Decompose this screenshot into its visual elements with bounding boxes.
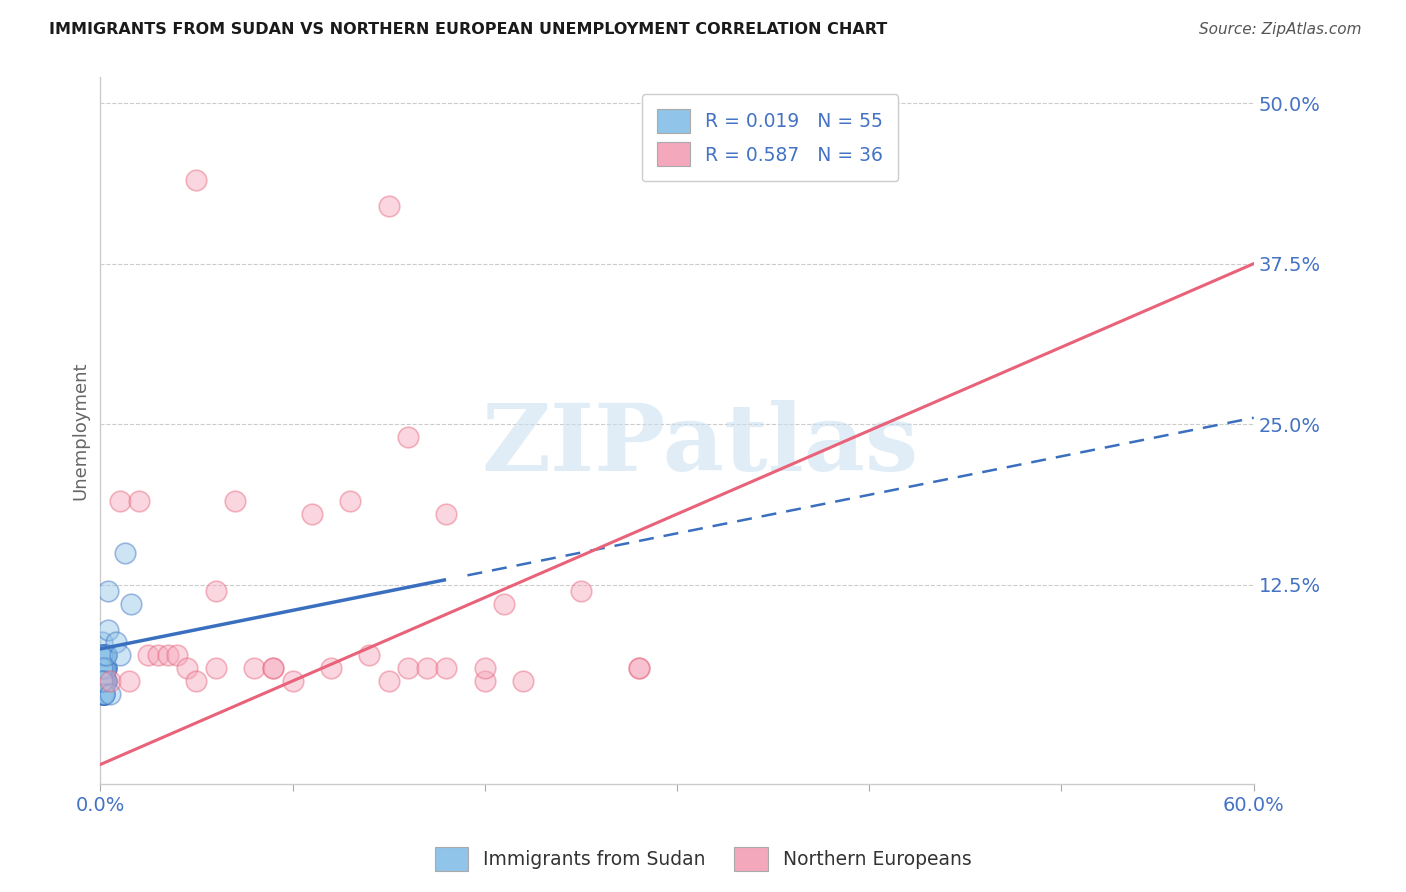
Y-axis label: Unemployment: Unemployment: [72, 361, 89, 500]
Point: [91, 661, 114, 675]
Point: [94, 673, 117, 688]
Point: [301, 507, 323, 521]
Point: [91, 673, 114, 688]
Point: [474, 673, 496, 688]
Point: [97, 623, 120, 637]
Point: [166, 648, 188, 663]
Point: [94, 648, 117, 663]
Point: [98, 673, 121, 688]
Legend: R = 0.019   N = 55, R = 0.587   N = 36: R = 0.019 N = 55, R = 0.587 N = 36: [641, 94, 898, 181]
Point: [396, 430, 419, 444]
Point: [396, 661, 419, 675]
Point: [204, 661, 226, 675]
Point: [91, 661, 114, 675]
Point: [91, 673, 114, 688]
Point: [118, 673, 141, 688]
Point: [176, 661, 198, 675]
Point: [243, 661, 266, 675]
Point: [474, 661, 496, 675]
Legend: Immigrants from Sudan, Northern Europeans: Immigrants from Sudan, Northern European…: [427, 839, 979, 878]
Point: [98, 687, 121, 701]
Point: [377, 199, 399, 213]
Point: [91, 673, 114, 688]
Point: [91, 635, 114, 649]
Point: [97, 584, 120, 599]
Point: [93, 673, 115, 688]
Point: [262, 661, 284, 675]
Point: [94, 673, 117, 688]
Point: [359, 648, 381, 663]
Point: [224, 494, 246, 508]
Point: [156, 648, 179, 663]
Point: [93, 673, 115, 688]
Point: [94, 648, 117, 663]
Point: [93, 687, 115, 701]
Point: [91, 648, 114, 663]
Point: [120, 597, 142, 611]
Point: [138, 648, 160, 663]
Point: [93, 673, 115, 688]
Point: [94, 661, 117, 675]
Point: [281, 673, 304, 688]
Point: [93, 687, 115, 701]
Point: [91, 687, 114, 701]
Point: [91, 673, 114, 688]
Point: [146, 648, 169, 663]
Point: [104, 635, 127, 649]
Point: [93, 648, 115, 663]
Point: [91, 687, 114, 701]
Point: [93, 673, 115, 688]
Point: [569, 584, 592, 599]
Point: [93, 661, 115, 675]
Point: [94, 661, 117, 675]
Point: [93, 661, 115, 675]
Point: [262, 661, 284, 675]
Text: IMMIGRANTS FROM SUDAN VS NORTHERN EUROPEAN UNEMPLOYMENT CORRELATION CHART: IMMIGRANTS FROM SUDAN VS NORTHERN EUROPE…: [49, 22, 887, 37]
Point: [108, 648, 131, 663]
Point: [94, 648, 117, 663]
Point: [94, 673, 117, 688]
Point: [339, 494, 361, 508]
Point: [416, 661, 439, 675]
Point: [93, 687, 115, 701]
Point: [91, 687, 114, 701]
Point: [93, 687, 115, 701]
Text: Source: ZipAtlas.com: Source: ZipAtlas.com: [1198, 22, 1361, 37]
Point: [627, 661, 650, 675]
Point: [94, 661, 117, 675]
Point: [93, 687, 115, 701]
Point: [94, 673, 117, 688]
Point: [186, 673, 208, 688]
Text: ZIPatlas: ZIPatlas: [481, 400, 918, 490]
Point: [93, 661, 115, 675]
Point: [492, 597, 515, 611]
Point: [128, 494, 150, 508]
Point: [93, 661, 115, 675]
Point: [512, 673, 534, 688]
Point: [91, 661, 114, 675]
Point: [319, 661, 342, 675]
Point: [108, 494, 131, 508]
Point: [91, 661, 114, 675]
Point: [186, 173, 208, 187]
Point: [434, 661, 457, 675]
Point: [91, 661, 114, 675]
Point: [114, 546, 136, 560]
Point: [93, 687, 115, 701]
Point: [94, 661, 117, 675]
Point: [91, 648, 114, 663]
Point: [91, 648, 114, 663]
Point: [94, 648, 117, 663]
Point: [377, 673, 399, 688]
Point: [627, 661, 650, 675]
Point: [93, 648, 115, 663]
Point: [93, 673, 115, 688]
Point: [93, 687, 115, 701]
Point: [434, 507, 457, 521]
Point: [204, 584, 226, 599]
Point: [91, 673, 114, 688]
Point: [94, 673, 117, 688]
